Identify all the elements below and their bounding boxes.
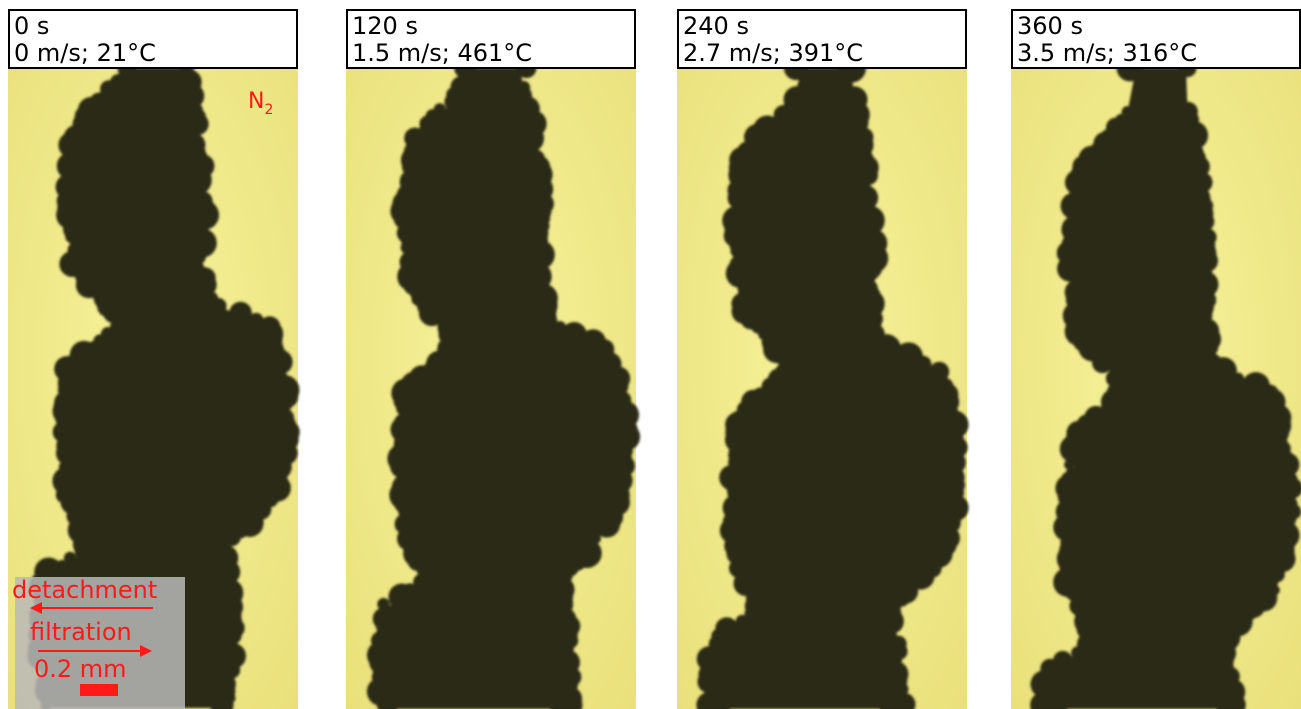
figure: 0 s0 m/s; 21°C120 s1.5 m/s; 461°C240 s2.… xyxy=(0,0,1301,709)
filtration-label: filtration xyxy=(30,618,132,646)
deposit-edge xyxy=(229,302,252,325)
deposit-edge xyxy=(915,356,932,373)
gas-subscript: 2 xyxy=(264,102,273,118)
panel: 360 s3.5 m/s; 316°C xyxy=(1011,10,1301,709)
panel: 240 s2.7 m/s; 391°C xyxy=(677,10,969,709)
panel-conditions: 3.5 m/s; 316°C xyxy=(1017,39,1197,67)
deposit-edge xyxy=(388,584,415,611)
panel-time: 240 s xyxy=(683,12,749,40)
panel-conditions: 1.5 m/s; 461°C xyxy=(352,39,532,67)
deposit-edge xyxy=(605,526,615,536)
deposit-edge xyxy=(1071,646,1084,659)
detachment-label: detachment xyxy=(12,576,157,604)
scale-bar xyxy=(80,684,118,696)
panel-time: 120 s xyxy=(352,12,418,40)
panel-conditions: 0 m/s; 21°C xyxy=(14,39,156,67)
panel-time: 360 s xyxy=(1017,12,1083,40)
panel-conditions: 2.7 m/s; 391°C xyxy=(683,39,863,67)
deposit-edge xyxy=(1232,373,1243,384)
scale-label: 0.2 mm xyxy=(34,655,127,683)
deposit-edge xyxy=(211,298,227,314)
panel: 120 s1.5 m/s; 461°C xyxy=(346,10,640,709)
gas-symbol: N xyxy=(248,89,264,114)
deposit-edge xyxy=(75,540,97,562)
panel-time: 0 s xyxy=(14,12,49,40)
deposit-edge xyxy=(444,93,462,111)
page: {"panels": [ {"time": "0 s", "conditions… xyxy=(0,0,1301,709)
